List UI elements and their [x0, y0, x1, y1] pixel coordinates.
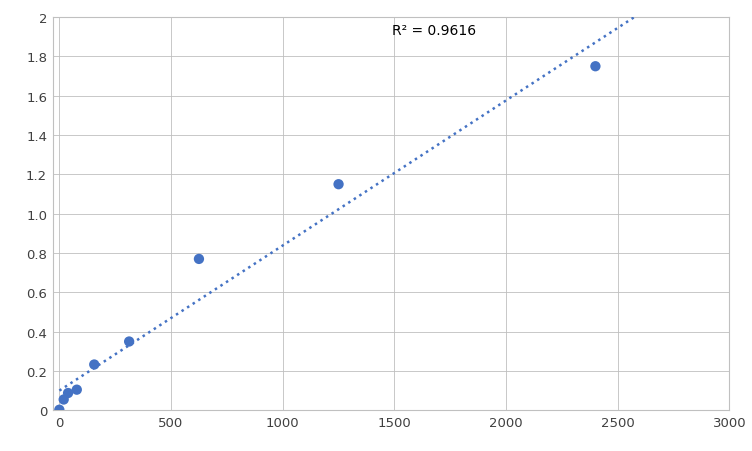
Point [590, 64, 602, 71]
Point [193, 256, 205, 263]
Text: R² = 0.9616: R² = 0.9616 [392, 24, 476, 38]
Point [123, 338, 135, 345]
Point [53, 406, 65, 414]
Point [58, 396, 70, 403]
Point [62, 390, 74, 397]
Point [332, 181, 344, 189]
Point [71, 386, 83, 393]
Point [88, 361, 100, 368]
